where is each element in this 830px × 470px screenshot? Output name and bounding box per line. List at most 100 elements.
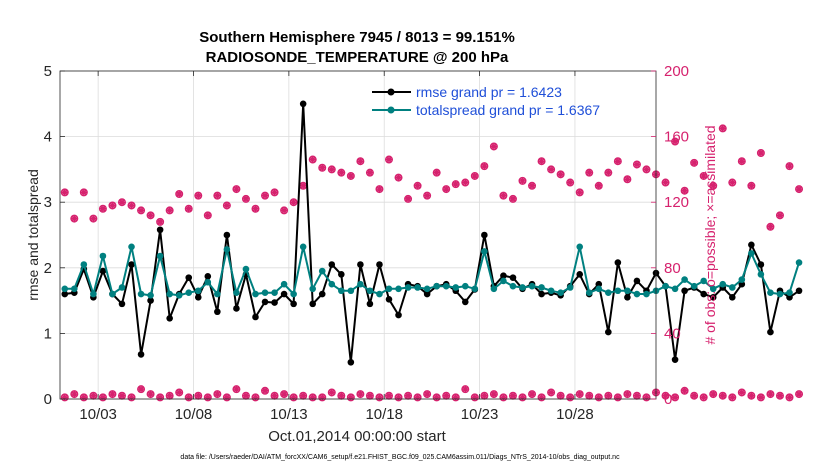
obs-assimilated-low-marker: [776, 392, 784, 400]
totalspread-point: [242, 265, 250, 273]
obs-assimilated-low-marker: [356, 390, 364, 398]
rmse-point: [328, 261, 336, 268]
obs-assimilated-low-marker: [204, 393, 212, 401]
rmse-point: [194, 294, 202, 301]
plot-area: [60, 71, 656, 399]
totalspread-point: [290, 290, 297, 298]
obs-assimilated-low-marker: [461, 385, 469, 393]
y-axis-left-label: rmse and totalspread: [25, 169, 41, 301]
rmse-point: [395, 311, 402, 319]
plot-frame: [59, 70, 657, 400]
totalspread-point: [128, 243, 135, 251]
obs-assimilated-marker: [118, 198, 126, 206]
y-left-tick-label: 4: [44, 129, 52, 146]
rmse-point: [166, 315, 173, 322]
obs-assimilated-low-marker: [433, 393, 441, 401]
obs-assimilated-low-marker: [309, 393, 317, 401]
rmse-point: [614, 259, 622, 266]
obs-assimilated-marker: [70, 215, 78, 223]
obs-assimilated-marker: [404, 195, 412, 203]
obs-assimilated-low-marker: [89, 392, 97, 400]
totalspread-point: [471, 285, 479, 293]
x-tick-label: 10/03: [79, 406, 117, 423]
obs-assimilated-marker: [681, 187, 689, 195]
obs-assimilated-marker: [356, 157, 364, 165]
x-tick-label: 10/08: [175, 406, 213, 423]
rmse-point: [99, 267, 107, 275]
obs-assimilated-marker: [433, 169, 441, 177]
axes: 10/03 10/08 10/13 10/18 10/23 10/28 0 1 2 3 4 5 0 40 8…: [44, 63, 689, 423]
obs-assimilated-marker: [261, 192, 269, 200]
rmse-point: [366, 300, 374, 308]
obs-assimilated-marker: [347, 172, 355, 180]
obs-assimilated-low-marker: [194, 392, 202, 400]
obs-assimilated-low-marker: [70, 390, 78, 398]
x-tick-label: 10/18: [365, 406, 403, 423]
obs-assimilated-marker: [661, 178, 670, 187]
totalspread-point: [681, 276, 688, 283]
totalspread-point: [595, 285, 603, 293]
obs-assimilated-marker: [528, 182, 536, 190]
obs-assimilated-low-marker: [232, 385, 241, 393]
obs-assimilated-low-marker: [528, 390, 536, 398]
totalspread-point: [318, 267, 326, 275]
obs-assimilated-low-marker: [499, 393, 508, 401]
obs-assimilated-low-marker: [537, 393, 546, 401]
obs-assimilated-low-marker: [709, 390, 717, 398]
obs-assimilated-marker: [738, 157, 746, 165]
obs-assimilated-marker: [614, 157, 622, 165]
x-tick-label: 10/28: [556, 406, 594, 423]
rmse-point: [461, 298, 469, 306]
obs-assimilated-marker: [557, 170, 565, 178]
totalspread-point: [214, 290, 221, 298]
totalspread-point: [71, 285, 78, 293]
rmse-point: [795, 287, 803, 295]
totalspread-point: [166, 290, 173, 298]
rmse-point: [61, 290, 69, 298]
rmse-point: [385, 295, 393, 303]
obs-assimilated-marker: [337, 169, 345, 177]
obs-assimilated-marker: [213, 192, 221, 200]
totalspread-point: [280, 280, 288, 288]
totalspread-point: [442, 282, 450, 290]
obs-assimilated-marker: [604, 169, 612, 177]
obs-assimilated-low-marker: [747, 392, 755, 400]
obs-assimilated-marker: [766, 223, 775, 231]
rmse-point: [128, 261, 135, 268]
obs-assimilated-low-marker: [175, 388, 183, 397]
totalspread-point: [80, 261, 88, 268]
obs-assimilated-low-marker: [185, 393, 193, 401]
obs-assimilated-low-marker: [251, 393, 260, 401]
data-file-footer: data file: /Users/raeder/DAI/ATM_forcXX/…: [180, 454, 620, 461]
obs-assimilated-low-marker: [99, 393, 107, 401]
y-right-tick-label: 200: [664, 63, 689, 80]
obs-assimilated-marker: [318, 164, 326, 172]
totalspread-point: [99, 252, 107, 260]
rmse-point: [271, 299, 278, 306]
chart-title-line2: RADIOSONDE_TEMPERATURE @ 200 hPa: [206, 49, 509, 66]
totalspread-point: [109, 290, 116, 298]
obs-assimilated-low-marker: [318, 393, 326, 401]
obs-assimilated-marker: [452, 180, 460, 188]
rmse-point: [185, 274, 193, 281]
obs-assimilated-low-marker: [423, 390, 431, 398]
rmse-point: [728, 294, 736, 301]
obs-assimilated-marker: [270, 188, 279, 196]
y-left-tick-label: 0: [44, 391, 52, 408]
totalspread-point: [624, 287, 631, 295]
totalspread-point: [461, 282, 469, 290]
obs-assimilated-low-marker: [766, 390, 775, 398]
totalspread-point: [786, 289, 793, 297]
obs-assimilated-low-marker: [280, 390, 288, 398]
obs-assimilated-marker: [499, 192, 508, 200]
totalspread-point: [519, 284, 526, 291]
obs-assimilated-marker: [623, 175, 631, 183]
obs-assimilated-low-marker: [566, 393, 574, 401]
chart-title-line1: Southern Hemisphere 7945 / 8013 = 99.151…: [199, 29, 515, 46]
obs-assimilated-low-marker: [261, 387, 269, 395]
obs-assimilated-low-marker: [137, 385, 145, 393]
rmse-point: [233, 305, 240, 312]
obs-assimilated-marker: [137, 206, 145, 214]
obs-assimilated-low-marker: [700, 393, 708, 401]
totalspread-point: [738, 276, 746, 283]
